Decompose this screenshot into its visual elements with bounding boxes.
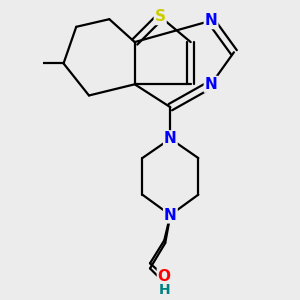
- Text: N: N: [164, 208, 177, 223]
- Text: O: O: [158, 268, 171, 284]
- Text: H: H: [158, 283, 170, 297]
- Text: S: S: [155, 9, 166, 24]
- Text: N: N: [164, 131, 177, 146]
- Text: N: N: [205, 13, 218, 28]
- Text: N: N: [205, 77, 218, 92]
